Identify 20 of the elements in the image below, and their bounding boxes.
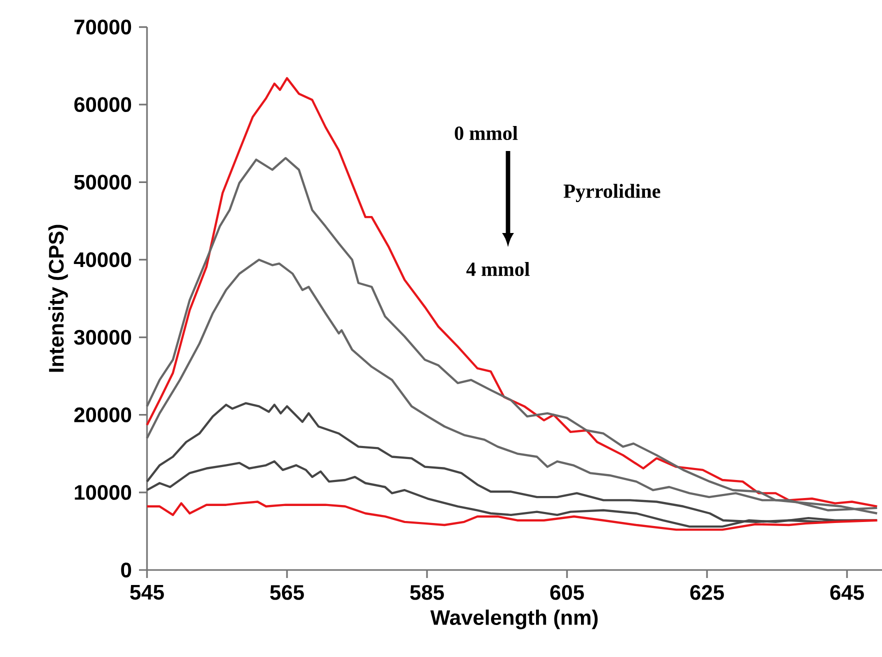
- y-tick-label: 20000: [74, 407, 132, 422]
- y-tick-label: 60000: [74, 97, 132, 112]
- y-tick-label: 70000: [74, 20, 132, 34]
- x-axis-title: Wavelength (nm): [430, 610, 598, 630]
- y-tick-label: 50000: [74, 174, 132, 190]
- annotation: 0 mmol: [454, 126, 518, 140]
- annotation: 4 mmol: [466, 262, 530, 276]
- y-tick-label: 10000: [74, 485, 132, 500]
- y-tick-label: 30000: [74, 330, 132, 345]
- x-tick-label: 645: [830, 585, 864, 600]
- y-tick-label: 40000: [74, 252, 132, 268]
- x-tick-label: 545: [130, 585, 164, 600]
- x-tick-label: 625: [690, 585, 724, 600]
- x-tick-label: 585: [410, 585, 444, 600]
- annotation: Pyrrolidine: [564, 184, 660, 202]
- x-tick-label: 605: [550, 585, 584, 600]
- y-tick-label: 0: [121, 562, 132, 578]
- x-tick-label: 565: [270, 585, 304, 600]
- line-series: [146, 77, 878, 508]
- y-axis-title: Intensity (CPS): [48, 224, 68, 372]
